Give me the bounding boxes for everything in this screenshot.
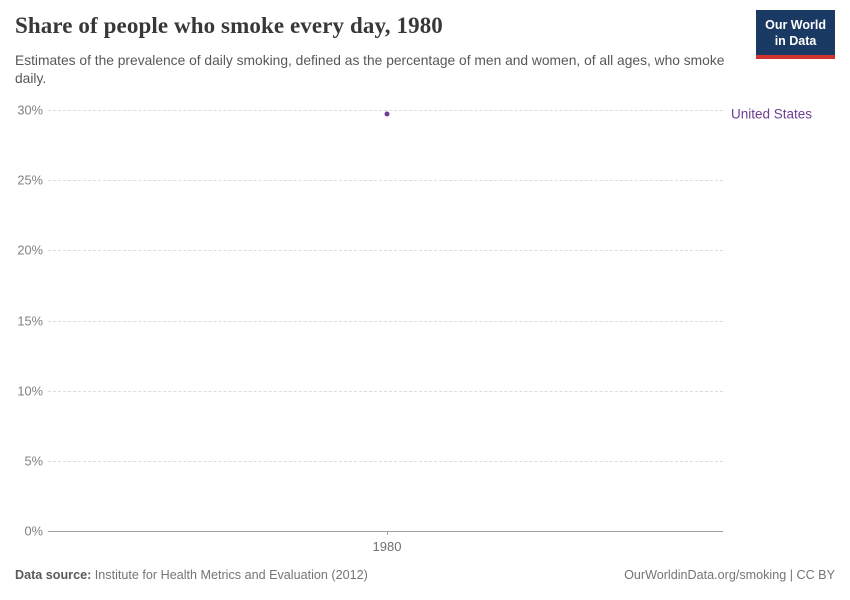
x-axis-tick <box>387 531 388 535</box>
owid-logo: Our World in Data <box>756 10 835 59</box>
gridline <box>48 250 723 252</box>
gridline <box>48 110 723 111</box>
chart-subtitle: Estimates of the prevalence of daily smo… <box>15 53 725 87</box>
data-source-text: Institute for Health Metrics and Evaluat… <box>94 568 368 582</box>
license-credit[interactable]: OurWorldinData.org/smoking | CC BY <box>624 568 835 582</box>
y-axis-tick-label: 0% <box>24 523 44 539</box>
gridline <box>48 460 723 462</box>
owid-logo-line1: Our World <box>765 18 826 32</box>
chart-title: Share of people who smoke every day, 198… <box>15 13 443 38</box>
data-point-united-states[interactable] <box>384 111 390 117</box>
series-label-united-states[interactable]: United States <box>731 106 813 122</box>
plot-area: 30% 25% 20% 15% 10% 5% 0% 1980 United States <box>0 103 850 580</box>
y-axis-tick-label: 20% <box>17 242 43 258</box>
gridline <box>48 320 723 322</box>
chart-footer: Data source: Institute for Health Metric… <box>15 568 835 582</box>
owid-logo-line2: in Data <box>774 34 817 48</box>
gridline <box>48 390 723 392</box>
y-axis-tick-label: 5% <box>24 453 44 469</box>
y-axis-tick-label: 10% <box>17 383 43 399</box>
y-axis-tick-label: 15% <box>17 313 43 328</box>
data-source-note: Data source: Institute for Health Metric… <box>15 568 368 582</box>
x-axis-tick-label: 1980 <box>372 539 402 554</box>
gridline <box>48 180 723 182</box>
data-source-label: Data source: <box>15 568 92 582</box>
y-axis-tick-label: 30% <box>17 102 43 118</box>
x-axis-line <box>48 531 723 532</box>
y-axis-tick-label: 25% <box>17 172 43 188</box>
